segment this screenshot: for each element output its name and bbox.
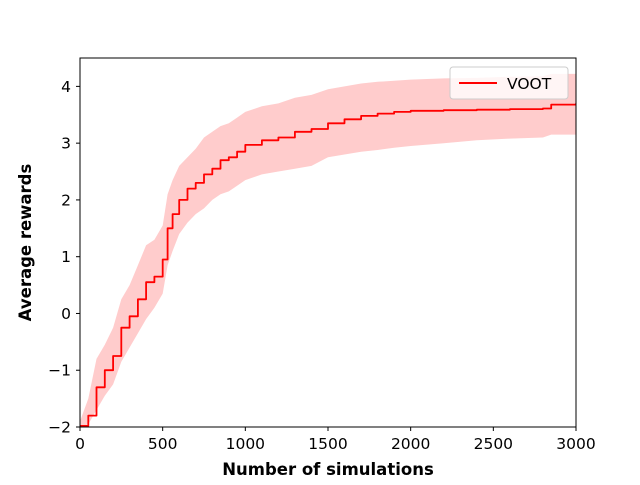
x-tick-label: 2500 xyxy=(474,435,513,453)
y-tick-label: 0 xyxy=(61,305,71,323)
y-tick-label: −1 xyxy=(48,362,71,380)
y-tick-label: 4 xyxy=(61,78,71,96)
confidence-band-layer xyxy=(80,73,576,427)
x-tick-label: 3000 xyxy=(556,435,595,453)
x-tick-label: 2000 xyxy=(391,435,430,453)
series-line-layer xyxy=(80,103,576,427)
x-tick-label: 1500 xyxy=(308,435,347,453)
legend-label-voot: VOOT xyxy=(507,75,552,93)
y-tick-label: 1 xyxy=(61,248,71,266)
y-axis-ticks: −2 −1 0 1 2 3 4 xyxy=(48,78,80,437)
x-axis-ticks: 0 500 1000 1500 2000 2500 3000 xyxy=(75,427,596,453)
legend: VOOT xyxy=(449,66,569,100)
y-tick-label: −2 xyxy=(48,419,71,437)
x-tick-label: 500 xyxy=(148,435,178,453)
legend-box xyxy=(449,66,569,100)
y-axis-label: Average rewards xyxy=(16,164,35,322)
y-tick-label: 3 xyxy=(61,135,71,153)
x-tick-label: 1000 xyxy=(226,435,265,453)
series-line-voot xyxy=(80,103,576,427)
y-tick-label: 2 xyxy=(61,191,71,209)
x-axis-label: Number of simulations xyxy=(222,460,434,479)
x-tick-label: 0 xyxy=(75,435,85,453)
confidence-band-voot xyxy=(80,73,576,427)
